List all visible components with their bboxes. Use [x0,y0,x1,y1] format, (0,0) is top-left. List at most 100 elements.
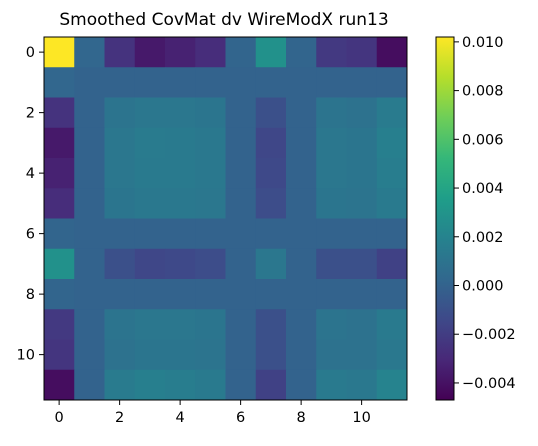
heatmap-cell [74,369,105,401]
heatmap-cell [346,248,378,280]
heatmap-cell [104,248,136,280]
heatmap-cell [286,369,317,401]
heatmap-cell [346,127,378,159]
heatmap-cell [225,67,257,98]
heatmap-cell [286,97,317,129]
heatmap-cell [346,188,378,219]
colorbar-tick-label: 0.004 [462,181,504,197]
heatmap-cell [346,158,378,189]
heatmap-cell [286,339,317,371]
heatmap-cell [44,369,75,401]
heatmap-cell [104,218,136,250]
heatmap-cells [44,37,408,401]
x-axis: 0 2 4 6 8 10 [55,400,371,426]
heatmap-cell [286,218,317,250]
heatmap-cell [195,369,226,401]
x-tick-label: 2 [115,410,124,426]
heatmap-cell [316,279,347,310]
heatmap-cell [74,158,105,189]
heatmap-cell [104,37,136,68]
heatmap-cell [316,188,347,219]
heatmap-cell [104,158,136,189]
heatmap-cell [74,248,105,280]
heatmap-cell [376,158,408,189]
heatmap-cell [44,127,75,159]
heatmap-cell [346,339,378,371]
colorbar-tick-label: 0.002 [462,230,504,246]
heatmap-cell [225,127,257,159]
heatmap-cell [195,188,226,219]
colorbar-tick-label: 0.006 [462,132,504,148]
heatmap-cell [44,158,75,189]
heatmap-cell [44,339,75,371]
heatmap-cell [195,339,226,371]
heatmap-cell [286,127,317,159]
heatmap-cell [316,309,347,340]
plot-frame [43,36,408,401]
x-tick-label: 8 [297,410,306,426]
heatmap-cell [195,127,226,159]
heatmap-cell [165,309,196,340]
heatmap-cell [134,248,166,280]
heatmap-cell [195,37,226,68]
heatmap-cell [74,279,105,310]
heatmap-cell [376,67,408,98]
heatmap-cell [104,309,136,340]
heatmap-cell [104,127,136,159]
heatmap-cell [165,279,196,310]
heatmap-cell [104,339,136,371]
heatmap-cell [195,248,226,280]
heatmap-cell [286,279,317,310]
heatmap-cell [134,127,166,159]
colorbar-tick-label: 0.008 [462,84,504,100]
heatmap-cell [255,158,287,189]
heatmap-cell [346,279,378,310]
y-tick-label: 6 [26,227,35,243]
heatmap-cell [74,188,105,219]
heatmap-cell [104,279,136,310]
colorbar-tick-label: −0.002 [462,327,516,343]
y-tick-label: 2 [26,106,35,122]
heatmap-cell [74,37,105,68]
heatmap-cell [286,158,317,189]
heatmap-cell [376,97,408,129]
heatmap-cell [316,248,347,280]
heatmap-cell [225,188,257,219]
heatmap-cell [346,309,378,340]
heatmap-cell [316,67,347,98]
heatmap-cell [225,339,257,371]
y-axis: 0 2 4 6 8 10 [17,45,44,364]
heatmap-cell [376,188,408,219]
colorbar-tick-label: 0.000 [462,278,504,294]
heatmap-cell [134,37,166,68]
heatmap-cell [225,218,257,250]
heatmap-cell [165,67,196,98]
colorbar-tick-label: 0.010 [462,35,504,51]
heatmap-cell [195,279,226,310]
heatmap-cell [134,67,166,98]
y-tick-label: 8 [26,287,35,303]
heatmap-cell [316,369,347,401]
chart-title: Smoothed CovMat dv WireModX run13 [59,10,388,30]
heatmap-cell [44,67,75,98]
heatmap-cell [225,248,257,280]
heatmap-cell [165,158,196,189]
heatmap-cell [165,127,196,159]
y-tick-label: 4 [26,166,35,182]
heatmap-cell [44,97,75,129]
heatmap-cell [255,279,287,310]
heatmap-cell [376,127,408,159]
heatmap-cell [255,339,287,371]
heatmap-cell [286,67,317,98]
heatmap-cell [134,188,166,219]
heatmap-cell [225,369,257,401]
heatmap-cell [165,188,196,219]
x-tick-label: 0 [55,410,64,426]
heatmap-cell [225,97,257,129]
heatmap-cell [225,279,257,310]
heatmap-cell [195,218,226,250]
heatmap-cell [134,279,166,310]
colorbar-tick-label: −0.004 [462,376,516,392]
